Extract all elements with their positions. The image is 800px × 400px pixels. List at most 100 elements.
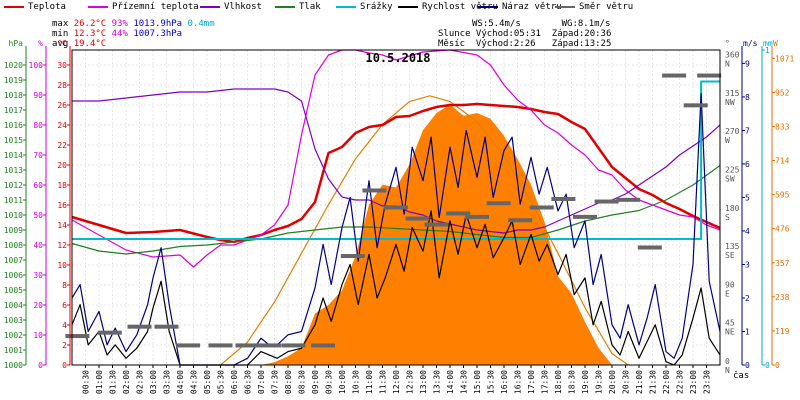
humidity-tick-label: 80	[33, 121, 43, 130]
legend-item: Tlak	[275, 2, 321, 14]
wind-direction-point	[281, 343, 306, 348]
legend-swatch	[336, 5, 356, 8]
legend-swatch	[4, 5, 24, 8]
pressure-tick-label: 1020	[4, 61, 23, 70]
avg-label: avg	[52, 39, 69, 49]
temperature-tick-label: 0	[62, 361, 67, 370]
legend-label: Směr větru	[579, 2, 634, 12]
legend-item: Rychlost větru	[398, 2, 498, 14]
pressure-tick-label: 1005	[4, 286, 23, 295]
legend-label: Přízemní teplota	[112, 2, 199, 12]
humidity-tick-label: 50	[33, 211, 43, 220]
legend-item: Náraz větru	[478, 2, 562, 14]
rain-tick-label: 1	[765, 46, 770, 55]
solar-tick-label: 476	[775, 225, 790, 234]
humidity-tick-label: 40	[33, 241, 43, 250]
direction-tick-label: 0	[725, 357, 730, 366]
wind-direction-point	[486, 201, 511, 206]
legend-swatch	[478, 5, 498, 8]
pressure-tick-label: 1011	[4, 196, 23, 205]
wind-direction-point	[683, 103, 708, 108]
legend-item: Teplota	[4, 2, 66, 14]
x-tick-label: 10:30	[352, 370, 361, 394]
x-tick-label: 20:30	[622, 370, 631, 394]
x-tick-label: 01:30	[109, 370, 118, 394]
max-temp: 26.2°C	[73, 19, 107, 29]
x-tick-label: 12:00	[392, 370, 401, 394]
wind-direction-point	[154, 324, 179, 329]
temperature-tick-label: 18	[57, 181, 67, 190]
x-tick-label: 06:00	[230, 370, 239, 394]
temperature-unit: °C	[57, 39, 67, 48]
rain-tick-label: 0	[765, 361, 770, 370]
series-line-srazky	[72, 80, 720, 240]
pressure-unit: hPa	[9, 39, 24, 48]
direction-tick-label: 45	[725, 319, 735, 328]
x-tick-label: 19:00	[581, 370, 590, 394]
wind-direction-point	[424, 222, 449, 227]
temperature-tick-label: 10	[57, 261, 67, 270]
wind-direction-point	[551, 196, 576, 201]
wind-gust-stat: WG:8.1m/s	[561, 19, 611, 29]
legend-label: Náraz větru	[502, 2, 562, 12]
pressure-tick-label: 1008	[4, 241, 23, 250]
min-label: min	[52, 29, 69, 39]
pressure-tick-label: 1004	[4, 301, 23, 310]
humidity-tick-label: 20	[33, 301, 43, 310]
x-tick-label: 23:30	[703, 370, 712, 394]
direction-tick-label: SE	[725, 251, 735, 260]
humidity-tick-label: 90	[33, 91, 43, 100]
wind-tick-label: 1	[745, 327, 750, 336]
direction-tick-label: S	[725, 213, 730, 222]
legend-swatch	[555, 5, 575, 8]
wind-tick-label: 3	[745, 260, 750, 269]
x-tick-label: 15:00	[473, 370, 482, 394]
temperature-tick-label: 26	[57, 101, 67, 110]
direction-tick-label: NE	[725, 328, 735, 337]
legend-label: Tlak	[299, 2, 321, 12]
x-tick-label: 13:30	[433, 370, 442, 394]
pressure-tick-label: 1006	[4, 271, 23, 280]
legend-label: Rychlost větru	[422, 2, 498, 12]
max-label: max	[52, 19, 69, 29]
humidity-unit: %	[38, 39, 43, 48]
pressure-tick-label: 1019	[4, 76, 23, 85]
solar-radiation-area	[220, 95, 629, 366]
temperature-tick-label: 4	[62, 321, 67, 330]
series-line-rychlost-vetru	[71, 210, 721, 366]
wind-speed-stat: WS:5.4m/s	[472, 19, 521, 29]
x-tick-label: 09:30	[325, 370, 334, 394]
min-temp: 12.3°C	[73, 29, 107, 39]
x-tick-label: 02:00	[122, 370, 131, 394]
x-tick-label: 14:30	[460, 370, 469, 394]
solar-tick-label: 357	[775, 259, 790, 268]
solar-tick-label: 595	[775, 191, 790, 200]
wind-tick-label: 7	[745, 126, 750, 135]
x-tick-label: 05:30	[217, 370, 226, 394]
direction-tick-label: SW	[725, 174, 735, 183]
x-tick-label: 07:30	[271, 370, 280, 394]
wind-direction-point	[176, 343, 201, 348]
wind-direction-point	[662, 73, 687, 78]
rain-total: 0.4mm	[187, 19, 215, 29]
legend-swatch	[200, 5, 220, 8]
wind-direction-point	[311, 343, 336, 348]
temperature-tick-label: 22	[57, 141, 67, 150]
direction-tick-label: 270	[725, 127, 740, 136]
x-tick-label: 16:30	[514, 370, 523, 394]
direction-tick-label: N	[725, 60, 730, 69]
wind-direction-point	[235, 343, 260, 348]
wind-direction-point	[340, 254, 365, 259]
pressure-tick-label: 1009	[4, 226, 23, 235]
x-tick-label: 03:00	[149, 370, 158, 394]
pressure-tick-label: 1018	[4, 91, 23, 100]
humidity-tick-label: 30	[33, 271, 43, 280]
axes-layer: 1000100110021003100410051006100710081009…	[4, 39, 795, 394]
x-tick-label: 10:00	[338, 370, 347, 394]
direction-tick-label: W	[725, 136, 730, 145]
wind-direction-point	[257, 343, 282, 348]
wind-direction-point	[446, 211, 471, 216]
pressure-tick-label: 1012	[4, 181, 23, 190]
legend-label: Srážky	[360, 2, 393, 12]
x-tick-label: 07:00	[257, 370, 266, 394]
